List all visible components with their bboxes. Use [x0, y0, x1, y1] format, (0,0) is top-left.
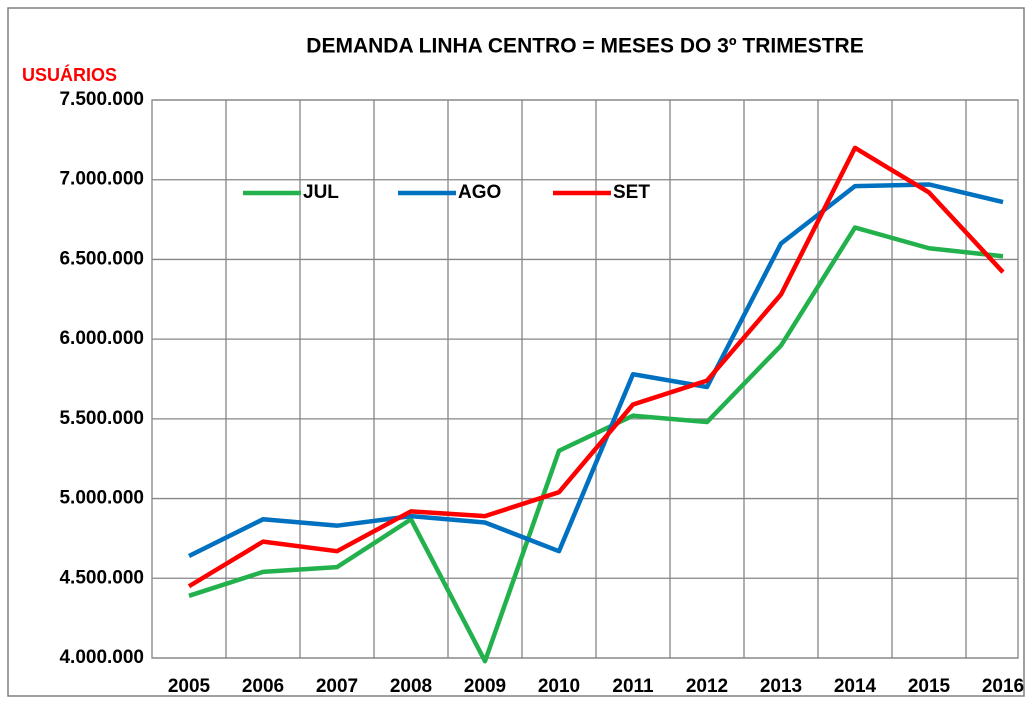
legend-label: AGO	[458, 182, 501, 203]
x-tick-label: 2009	[464, 676, 506, 697]
series-line	[187, 145, 1005, 589]
chart-title: DEMANDA LINHA CENTRO = MESES DO 3º TRIME…	[306, 35, 863, 58]
legend-label: JUL	[303, 182, 339, 203]
y-tick-label: 6.500.000	[59, 248, 144, 269]
chart-border	[7, 7, 1025, 697]
x-tick-label: 2016	[982, 676, 1024, 697]
x-tick-label: 2010	[538, 676, 580, 697]
x-tick-label: 2012	[686, 676, 728, 697]
series-line	[188, 182, 1004, 558]
series-line	[188, 225, 1004, 664]
x-tick-label: 2006	[242, 676, 284, 697]
y-axis-label: USUÁRIOS	[22, 64, 117, 85]
legend-label: SET	[613, 182, 650, 203]
y-tick-label: 4.500.000	[59, 567, 144, 588]
x-tick-label: 2008	[390, 676, 432, 697]
y-tick-label: 7.000.000	[59, 169, 144, 190]
x-tick-label: 2007	[316, 676, 358, 697]
y-tick-label: 5.500.000	[59, 408, 144, 429]
x-tick-label: 2015	[908, 676, 951, 697]
x-tick-label: 2005	[168, 676, 211, 697]
x-tick-label: 2013	[760, 676, 802, 697]
x-tick-label: 2011	[612, 676, 654, 697]
y-tick-label: 4.000.000	[59, 647, 144, 668]
y-tick-label: 5.000.000	[59, 488, 144, 509]
y-tick-label: 6.000.000	[59, 328, 144, 349]
x-tick-label: 2014	[834, 676, 877, 697]
plot-area	[151, 99, 1019, 659]
y-tick-label: 7.500.000	[59, 89, 144, 110]
